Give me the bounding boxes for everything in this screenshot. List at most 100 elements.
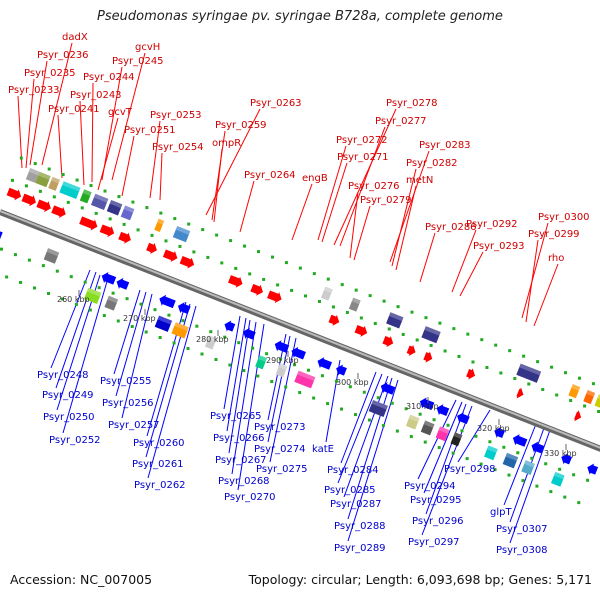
gene-label-forward: Psyr_0236 (37, 50, 89, 61)
track-dot (88, 308, 92, 312)
label-leader-forward (159, 152, 163, 201)
label-leader-forward (391, 168, 417, 267)
gene-box (484, 445, 498, 461)
track-dot (0, 247, 3, 251)
track-dot (401, 332, 405, 336)
gene-label-reverse: Psyr_0289 (334, 543, 386, 554)
track-dot (597, 410, 600, 414)
track-dot (192, 250, 196, 254)
gene-label-forward: rho (548, 253, 564, 264)
gene-label-forward: Psyr_0299 (528, 229, 580, 240)
label-leader-forward (451, 229, 477, 293)
gene-box (348, 297, 361, 312)
gene-arrow-forward (250, 283, 263, 296)
track-dot (558, 467, 562, 471)
track-dot (19, 156, 23, 160)
label-leader-forward (321, 162, 348, 243)
track-dot (312, 272, 316, 276)
track-dot (437, 446, 441, 450)
gene-box (79, 189, 92, 204)
track-dot (248, 272, 252, 276)
gene-box (83, 287, 102, 305)
track-dot (429, 343, 433, 347)
track-dot (270, 380, 274, 384)
track-dot (276, 283, 280, 287)
label-leader-forward (41, 42, 73, 166)
track-dot (493, 468, 497, 472)
gene-label-forward: Psyr_0279 (360, 195, 412, 206)
track-dot (145, 206, 149, 210)
track-dot (108, 217, 112, 221)
track-dot (214, 358, 218, 362)
gene-arrow-reverse (561, 453, 573, 465)
track-dot (136, 228, 140, 232)
track-dot (69, 275, 73, 279)
track-dot (220, 261, 224, 265)
label-leader-forward (353, 205, 371, 261)
gene-box (106, 199, 123, 216)
label-leader-forward (291, 183, 313, 241)
track-dot (395, 429, 399, 433)
gene-label-forward: Psyr_0243 (70, 90, 122, 101)
gene-label-forward: Psyr_0300 (538, 212, 590, 223)
track-dot (153, 308, 157, 312)
track-dot (586, 478, 590, 482)
gene-label-reverse: Psyr_0257 (108, 420, 160, 431)
track-dot (251, 346, 255, 350)
gene-box (90, 193, 109, 211)
track-dot (522, 354, 526, 358)
track-dot (187, 222, 191, 226)
track-dot (508, 349, 512, 353)
track-dot (340, 283, 344, 287)
track-dot (382, 299, 386, 303)
gene-label-forward: Psyr_0241 (48, 104, 100, 115)
track-dot (33, 162, 37, 166)
track-dot (488, 440, 492, 444)
gene-label-reverse: glpT (490, 507, 512, 518)
gene-label-reverse: Psyr_0275 (256, 464, 308, 475)
track-dot (381, 424, 385, 428)
gene-label-forward: Psyr_0253 (150, 110, 202, 121)
gene-arrow-reverse (336, 364, 347, 376)
track-dot (424, 316, 428, 320)
gene-box (275, 363, 288, 378)
gene-arrow-forward (51, 205, 66, 219)
gene-label-reverse: Psyr_0252 (49, 435, 101, 446)
scale-tick-label: 300 kbp (336, 378, 369, 387)
label-leader-reverse (62, 277, 109, 434)
track-dot (353, 413, 357, 417)
gene-label-forward: engB (302, 173, 328, 184)
track-dot (265, 352, 269, 356)
gene-arrow-reverse (531, 441, 545, 454)
gene-arrow-reverse (274, 340, 290, 353)
track-dot (290, 288, 294, 292)
track-dot (591, 382, 595, 386)
gene-label-forward: Psyr_0278 (386, 98, 438, 109)
label-leader-forward (97, 117, 119, 191)
gene-arrow-reverse (494, 426, 506, 439)
gene-label-forward: Psyr_0282 (406, 158, 458, 169)
label-leader-forward (333, 108, 397, 246)
gene-arrow-forward (36, 199, 51, 213)
label-leader-forward (239, 180, 255, 233)
gene-box (368, 399, 388, 418)
gene-box (35, 171, 51, 188)
backbone-highlight (0, 210, 600, 449)
track-dot (544, 462, 548, 466)
label-leader-forward (395, 185, 417, 271)
gene-label-reverse: Psyr_0256 (102, 398, 154, 409)
track-dot (564, 371, 568, 375)
track-dot (172, 341, 176, 345)
gene-label-reverse: Psyr_0255 (100, 376, 152, 387)
track-dot (376, 396, 380, 400)
gene-arrow-forward (406, 344, 416, 356)
gene-arrow-reverse (101, 272, 117, 285)
gene-box (154, 315, 173, 332)
track-dot (200, 352, 204, 356)
label-leader-forward (317, 145, 347, 241)
feature-tracks (0, 168, 600, 487)
gene-box (204, 335, 217, 350)
track-dot (10, 178, 14, 182)
track-dot (19, 280, 23, 284)
